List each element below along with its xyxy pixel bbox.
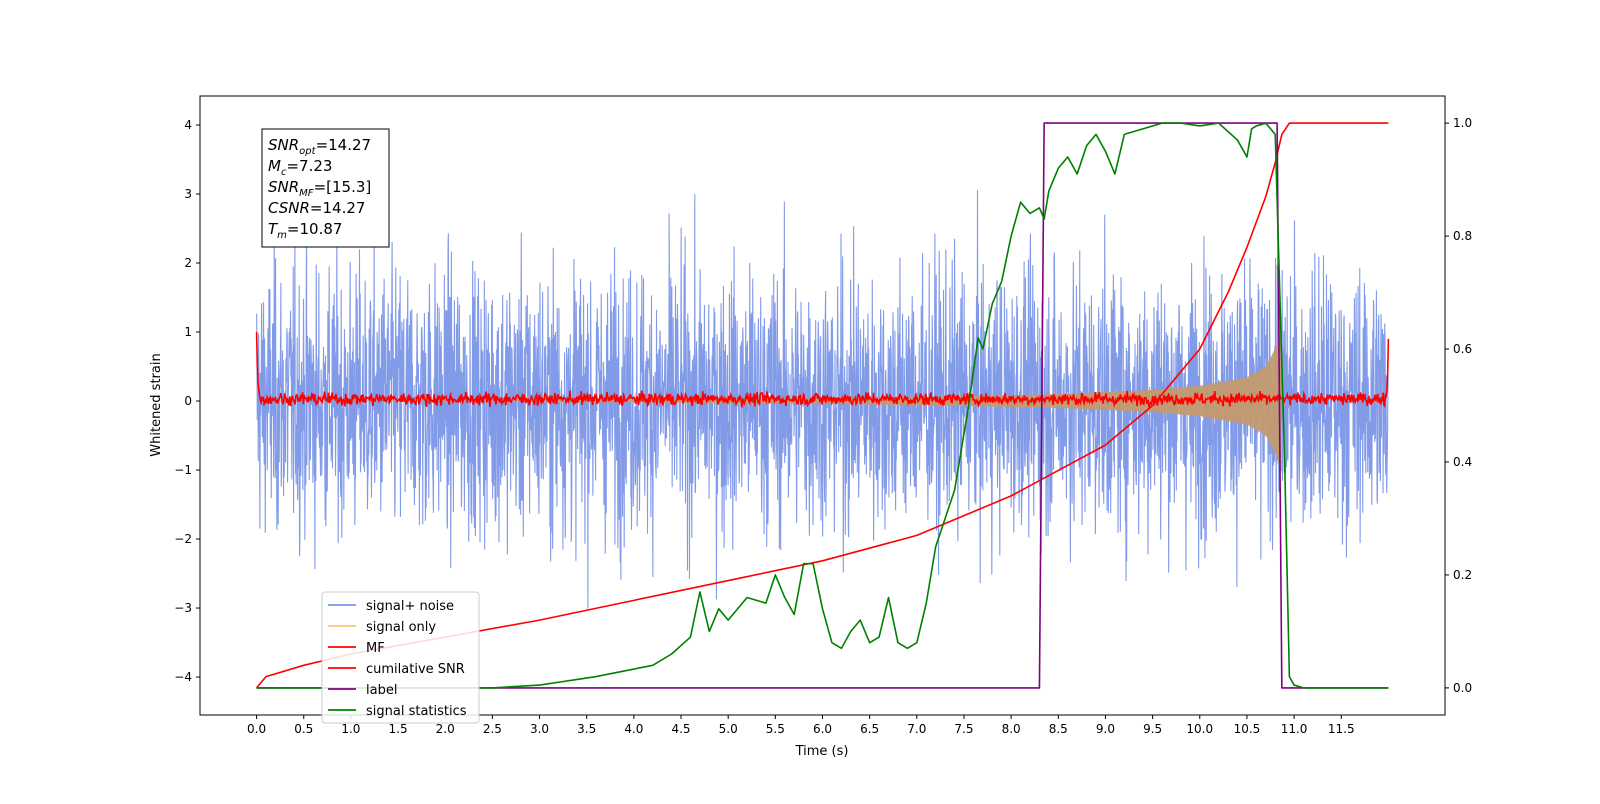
y2-tick-label: 0.2 bbox=[1453, 568, 1472, 582]
x-tick-label: 6.5 bbox=[860, 722, 879, 736]
y2-tick-label: 0.4 bbox=[1453, 455, 1472, 469]
x-tick-label: 8.0 bbox=[1002, 722, 1021, 736]
y2-tick-label: 1.0 bbox=[1453, 116, 1472, 130]
series-mf bbox=[255, 331, 1390, 409]
info-box-line: SNRopt=14.27 bbox=[268, 136, 371, 157]
y-tick-label: −2 bbox=[174, 532, 192, 546]
y-tick-label: −1 bbox=[174, 463, 192, 477]
axes: 0.0 0.5 1.0 1.5 2.0 2.5 3.0 3.5 4.0 4.5 5.0 5.5 6.0 6… bbox=[174, 116, 1472, 736]
x-tick-label: 10.5 bbox=[1234, 722, 1261, 736]
y-tick-label: 0 bbox=[184, 394, 192, 408]
x-tick-label: 1.0 bbox=[341, 722, 360, 736]
info-box-line: CSNR=14.27 bbox=[268, 199, 365, 217]
y2-tick-label: 0.0 bbox=[1453, 681, 1472, 695]
legend: signal+ noise signal only MF cumilative SNR… bbox=[321, 591, 480, 724]
x-tick-label: 5.5 bbox=[766, 722, 785, 736]
info-box-line: SNRMF=[15.3] bbox=[268, 178, 371, 199]
series-signal-noise bbox=[256, 190, 1389, 609]
x-tick-label: 3.5 bbox=[577, 722, 596, 736]
x-tick-label: 2.0 bbox=[436, 722, 455, 736]
legend-label: label bbox=[366, 683, 397, 698]
x-tick-label: 4.0 bbox=[624, 722, 643, 736]
x-tick-label: 7.5 bbox=[954, 722, 973, 736]
x-tick-label: 3.0 bbox=[530, 722, 549, 736]
x-tick-label: 7.0 bbox=[907, 722, 926, 736]
legend-label: signal+ noise bbox=[366, 599, 454, 614]
legend-label: signal statistics bbox=[366, 704, 467, 719]
x-tick-label: 11.0 bbox=[1281, 722, 1308, 736]
series-signal-statistics bbox=[256, 122, 1389, 689]
x-tick-label: 4.5 bbox=[671, 722, 690, 736]
x-tick-label: 1.5 bbox=[389, 722, 408, 736]
y2-tick-label: 0.6 bbox=[1453, 342, 1472, 356]
x-tick-label: 6.0 bbox=[813, 722, 832, 736]
x-axis-label: Time (s) bbox=[795, 744, 849, 759]
x-tick-label: 11.5 bbox=[1328, 722, 1355, 736]
info-box-frame bbox=[261, 128, 390, 248]
y-tick-label: −3 bbox=[174, 601, 192, 615]
legend-label: signal only bbox=[366, 620, 436, 635]
info-box: SNRopt=14.27Mc=7.23SNRMF=[15.3]CSNR=14.2… bbox=[261, 128, 390, 248]
legend-frame bbox=[321, 591, 480, 724]
y-tick-label: 2 bbox=[184, 256, 192, 270]
y-tick-label: 3 bbox=[184, 187, 192, 201]
x-tick-label: 9.0 bbox=[1096, 722, 1115, 736]
x-tick-label: 10.0 bbox=[1186, 722, 1213, 736]
x-tick-label: 9.5 bbox=[1143, 722, 1162, 736]
info-box-line: Mc=7.23 bbox=[268, 157, 332, 178]
y-axis-label: Whitened strain bbox=[149, 353, 164, 456]
x-tick-label: 0.0 bbox=[247, 722, 266, 736]
x-tick-label: 8.5 bbox=[1049, 722, 1068, 736]
legend-label: MF bbox=[366, 641, 385, 656]
info-box-line: Tm=10.87 bbox=[268, 220, 342, 241]
x-tick-label: 5.0 bbox=[719, 722, 738, 736]
x-tick-label: 2.5 bbox=[483, 722, 502, 736]
y-tick-label: −4 bbox=[174, 670, 192, 684]
x-tick-label: 0.5 bbox=[294, 722, 313, 736]
y2-tick-label: 0.8 bbox=[1453, 229, 1472, 243]
legend-label: cumilative SNR bbox=[366, 662, 465, 677]
y-tick-label: 4 bbox=[184, 118, 192, 132]
y-tick-label: 1 bbox=[184, 325, 192, 339]
